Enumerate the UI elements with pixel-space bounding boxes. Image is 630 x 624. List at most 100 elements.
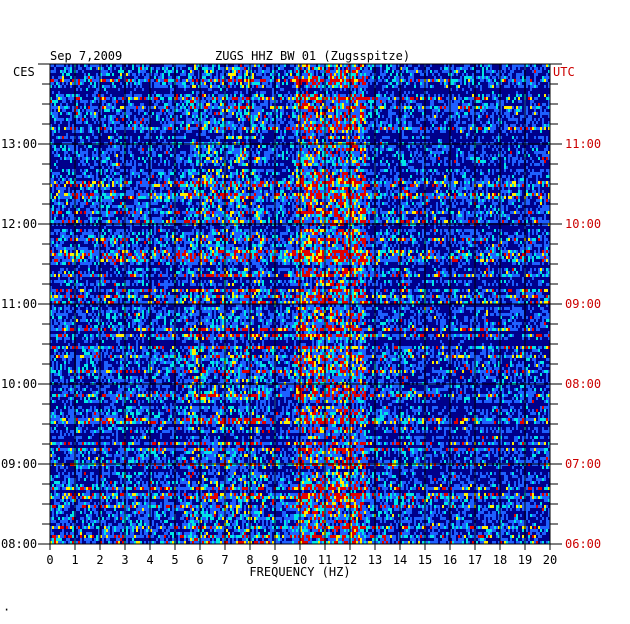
spectrogram-cell: [170, 124, 172, 127]
spectrogram-cell: [416, 151, 418, 154]
spectrogram-cell: [456, 148, 458, 151]
spectrogram-cell: [342, 106, 344, 109]
spectrogram-cell: [96, 136, 98, 139]
spectrogram-cell: [396, 124, 398, 127]
spectrogram-cell: [222, 130, 224, 133]
spectrogram-cell: [142, 70, 144, 73]
spectrogram-cell: [180, 151, 182, 154]
spectrogram-cell: [322, 163, 324, 166]
spectrogram-cell: [232, 82, 234, 85]
spectrogram-cell: [152, 172, 154, 175]
spectrogram-cell: [68, 67, 70, 70]
spectrogram-cell: [436, 121, 438, 124]
spectrogram-cell: [256, 109, 258, 112]
spectrogram-cell: [342, 103, 344, 106]
spectrogram-cell: [156, 97, 158, 100]
spectrogram-cell: [104, 157, 106, 160]
spectrogram-cell: [340, 145, 342, 148]
spectrogram-cell: [210, 118, 212, 121]
spectrogram-cell: [318, 169, 320, 172]
spectrogram-cell: [114, 154, 116, 157]
spectrogram-cell: [122, 97, 124, 100]
spectrogram-cell: [178, 109, 180, 112]
spectrogram-cell: [290, 106, 292, 109]
spectrogram-cell: [492, 76, 494, 79]
spectrogram-cell: [434, 121, 436, 124]
spectrogram-cell: [230, 166, 232, 169]
spectrogram-cell: [386, 118, 388, 121]
spectrogram-cell: [430, 106, 432, 109]
spectrogram-cell: [420, 82, 422, 85]
spectrogram-cell: [492, 127, 494, 130]
spectrogram-cell: [522, 151, 524, 154]
spectrogram-cell: [452, 103, 454, 106]
spectrogram-cell: [212, 94, 214, 97]
spectrogram-cell: [518, 82, 520, 85]
spectrogram-cell: [290, 70, 292, 73]
spectrogram-cell: [512, 100, 514, 103]
spectrogram-cell: [370, 148, 372, 151]
spectrogram-cell: [444, 103, 446, 106]
spectrogram-cell: [478, 136, 480, 139]
spectrogram-cell: [92, 109, 94, 112]
spectrogram-cell: [514, 124, 516, 127]
spectrogram-cell: [282, 163, 284, 166]
spectrogram-cell: [502, 130, 504, 133]
spectrogram-cell: [256, 79, 258, 82]
spectrogram-cell: [432, 157, 434, 160]
spectrogram-cell: [114, 100, 116, 103]
spectrogram-cell: [202, 121, 204, 124]
spectrogram-cell: [506, 97, 508, 100]
spectrogram-cell: [132, 169, 134, 172]
spectrogram-cell: [318, 115, 320, 118]
spectrogram-cell: [340, 112, 342, 115]
spectrogram-cell: [84, 115, 86, 118]
spectrogram-cell: [306, 124, 308, 127]
spectrogram-cell: [376, 100, 378, 103]
spectrogram-cell: [156, 115, 158, 118]
spectrogram-cell: [52, 172, 54, 175]
spectrogram-cell: [214, 124, 216, 127]
spectrogram-cell: [214, 160, 216, 163]
spectrogram-cell: [318, 136, 320, 139]
spectrogram-cell: [480, 109, 482, 112]
spectrogram-cell: [356, 100, 358, 103]
spectrogram-cell: [260, 157, 262, 160]
spectrogram-cell: [346, 157, 348, 160]
spectrogram-cell: [276, 157, 278, 160]
spectrogram-cell: [434, 76, 436, 79]
spectrogram-cell: [380, 169, 382, 172]
spectrogram-cell: [344, 148, 346, 151]
spectrogram-cell: [84, 79, 86, 82]
spectrogram-cell: [208, 145, 210, 148]
spectrogram-cell: [384, 94, 386, 97]
spectrogram-cell: [462, 130, 464, 133]
spectrogram-cell: [354, 163, 356, 166]
spectrogram-cell: [212, 97, 214, 100]
spectrogram-cell: [80, 67, 82, 70]
spectrogram-cell: [168, 97, 170, 100]
spectrogram-cell: [134, 115, 136, 118]
spectrogram-cell: [482, 73, 484, 76]
spectrogram-cell: [456, 130, 458, 133]
spectrogram-cell: [430, 118, 432, 121]
spectrogram-cell: [272, 88, 274, 91]
spectrogram-cell: [238, 109, 240, 112]
spectrogram-cell: [456, 157, 458, 160]
spectrogram-cell: [220, 79, 222, 82]
spectrogram-cell: [310, 157, 312, 160]
spectrogram-cell: [338, 121, 340, 124]
spectrogram-cell: [386, 169, 388, 172]
spectrogram-cell: [62, 100, 64, 103]
spectrogram-cell: [84, 76, 86, 79]
spectrogram-cell: [110, 79, 112, 82]
spectrogram-cell: [164, 85, 166, 88]
spectrogram-cell: [68, 172, 70, 175]
spectrogram-cell: [512, 163, 514, 166]
spectrogram-cell: [366, 76, 368, 79]
spectrogram-cell: [384, 103, 386, 106]
spectrogram-cell: [94, 112, 96, 115]
spectrogram-cell: [172, 154, 174, 157]
spectrogram-cell: [258, 97, 260, 100]
spectrogram-cell: [188, 76, 190, 79]
